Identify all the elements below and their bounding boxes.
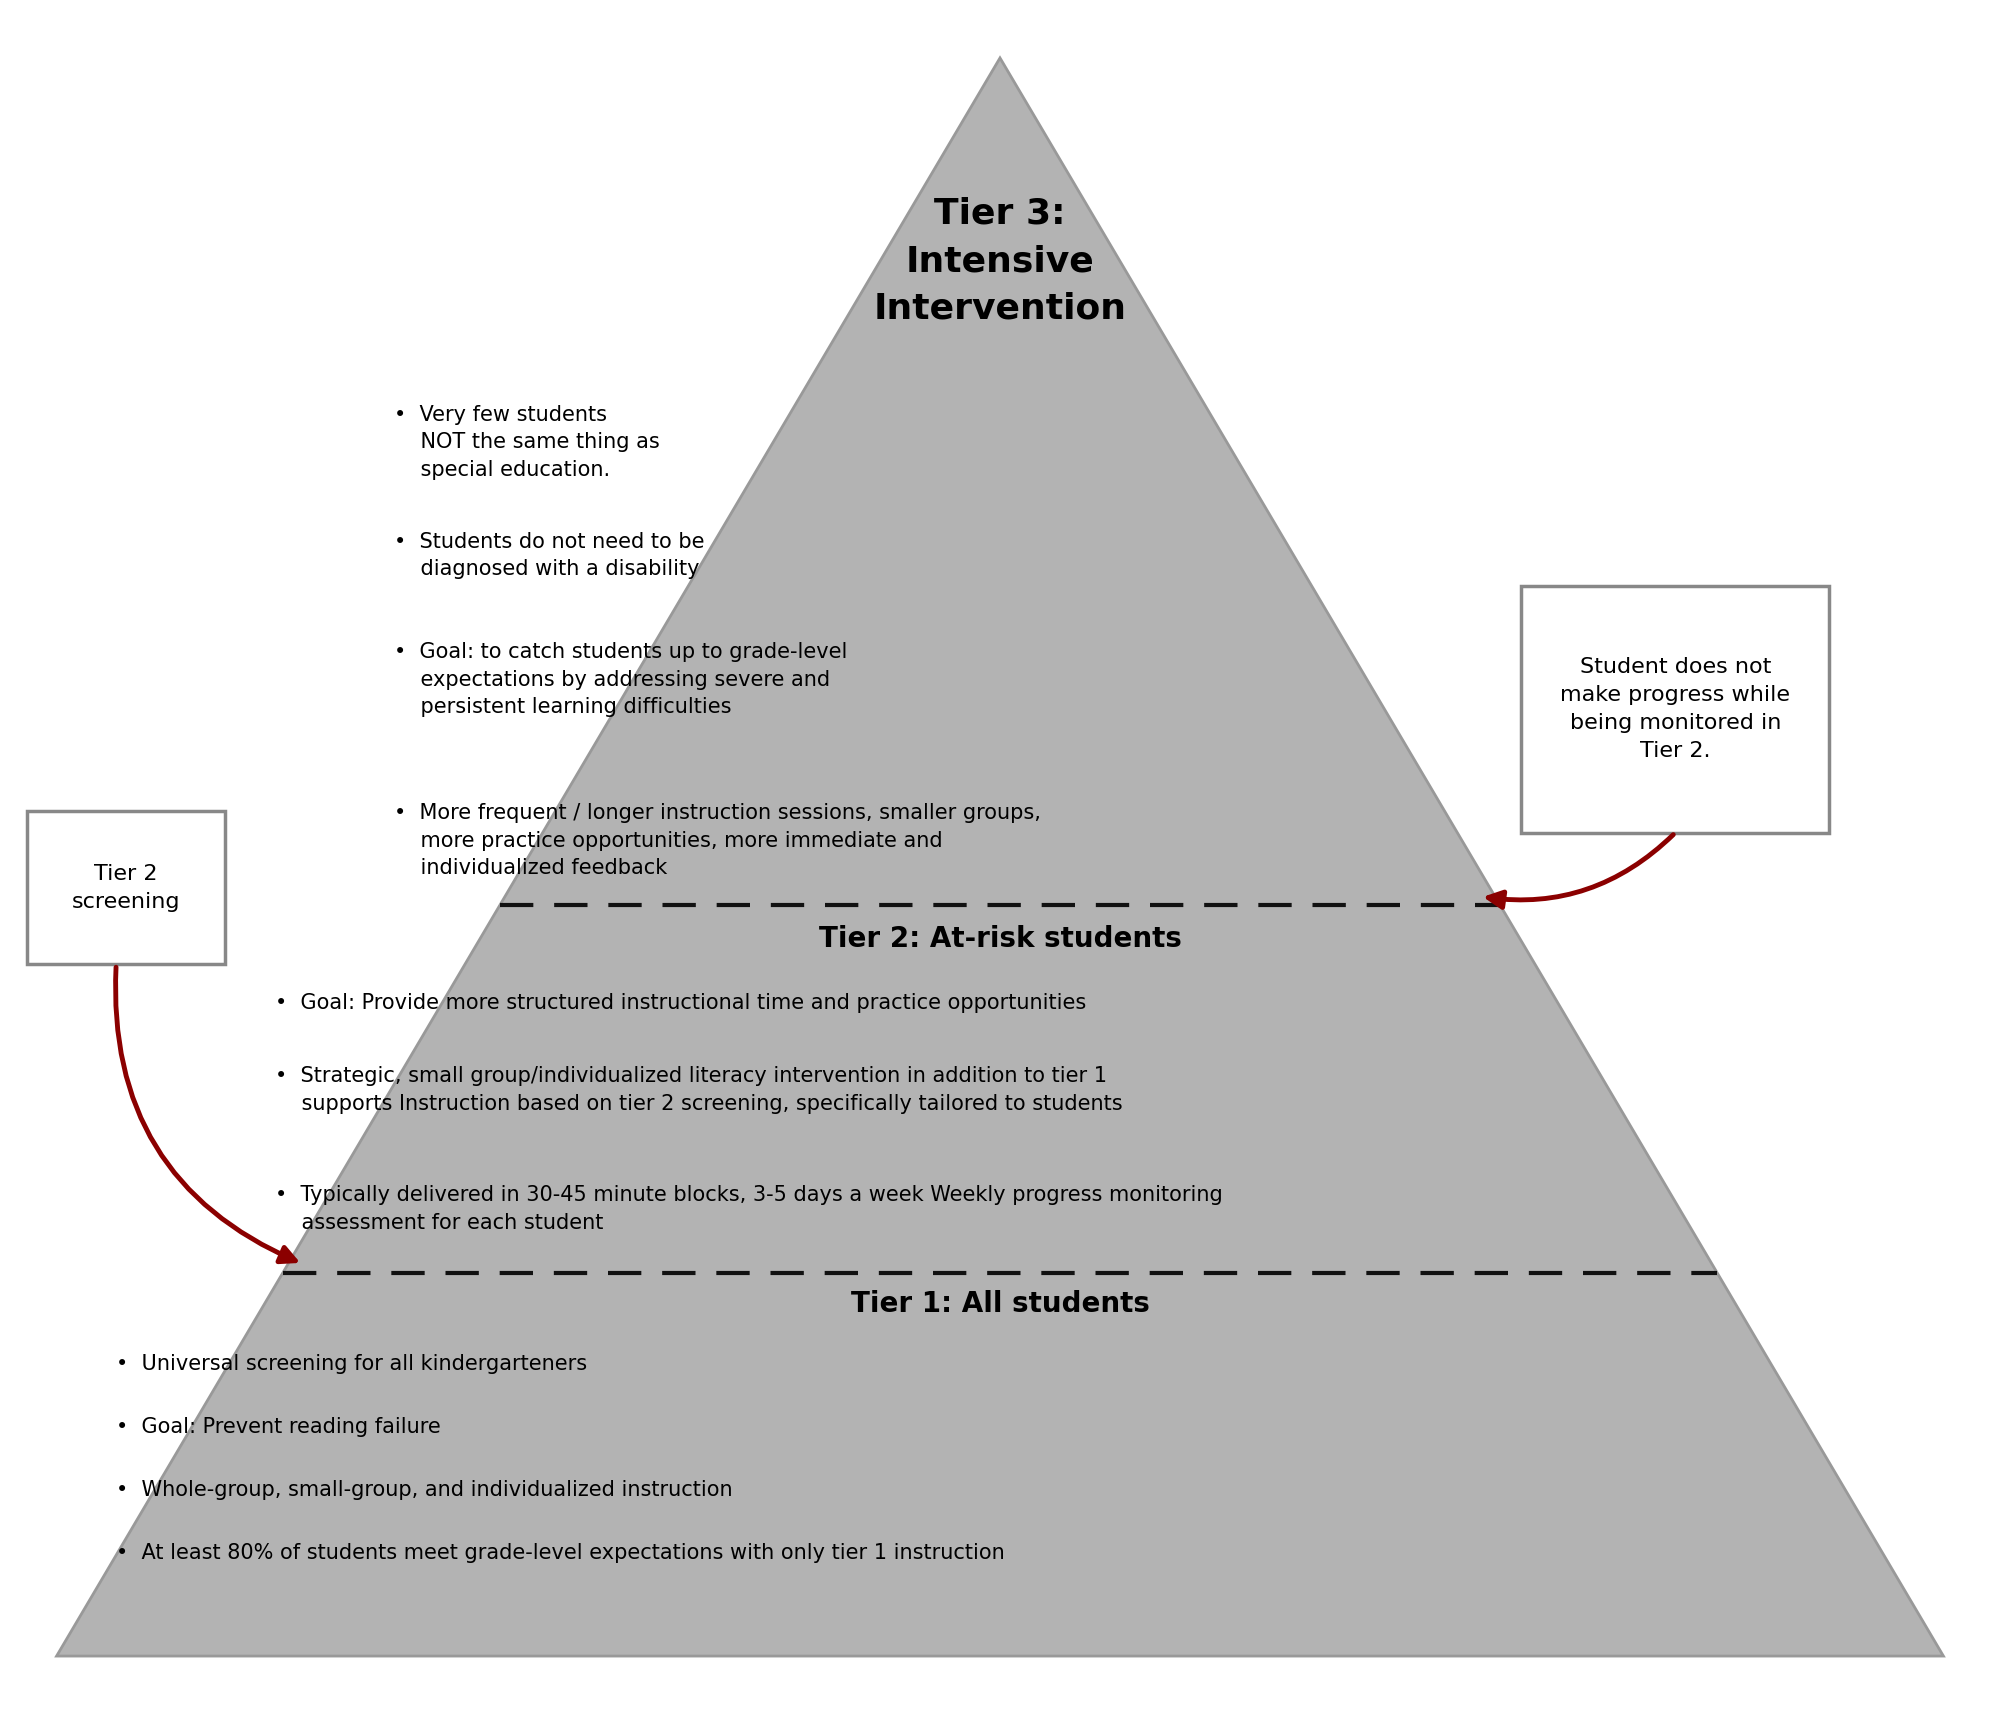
Text: Student does not
make progress while
being monitored in
Tier 2.: Student does not make progress while bei… <box>1560 658 1790 761</box>
FancyBboxPatch shape <box>1522 586 1830 833</box>
Text: Tier 3:
Intensive
Intervention: Tier 3: Intensive Intervention <box>874 197 1126 326</box>
Text: •  Goal: to catch students up to grade-level
    expectations by addressing seve: • Goal: to catch students up to grade-le… <box>394 643 848 716</box>
Text: •  Universal screening for all kindergarteners: • Universal screening for all kindergart… <box>116 1354 588 1375</box>
Text: •  More frequent / longer instruction sessions, smaller groups,
    more practic: • More frequent / longer instruction ses… <box>394 804 1042 878</box>
Text: •  Students do not need to be
    diagnosed with a disability: • Students do not need to be diagnosed w… <box>394 533 704 579</box>
Text: •  Very few students
    NOT the same thing as
    special education.: • Very few students NOT the same thing a… <box>394 405 660 480</box>
Text: •  Whole-group, small-group, and individualized instruction: • Whole-group, small-group, and individu… <box>116 1479 732 1500</box>
FancyBboxPatch shape <box>26 811 226 965</box>
Text: •  At least 80% of students meet grade-level expectations with only tier 1 instr: • At least 80% of students meet grade-le… <box>116 1543 1004 1563</box>
Text: •  Goal: Provide more structured instructional time and practice opportunities: • Goal: Provide more structured instruct… <box>276 994 1086 1013</box>
Polygon shape <box>56 58 1944 1656</box>
Text: Tier 2
screening: Tier 2 screening <box>72 864 180 912</box>
Text: •  Goal: Prevent reading failure: • Goal: Prevent reading failure <box>116 1417 440 1436</box>
Text: •  Strategic, small group/individualized literacy intervention in addition to ti: • Strategic, small group/individualized … <box>276 1066 1122 1114</box>
Text: Tier 1: All students: Tier 1: All students <box>850 1289 1150 1318</box>
Text: Tier 2: At-risk students: Tier 2: At-risk students <box>818 926 1182 953</box>
Text: •  Typically delivered in 30-45 minute blocks, 3-5 days a week Weekly progress m: • Typically delivered in 30-45 minute bl… <box>276 1186 1222 1232</box>
